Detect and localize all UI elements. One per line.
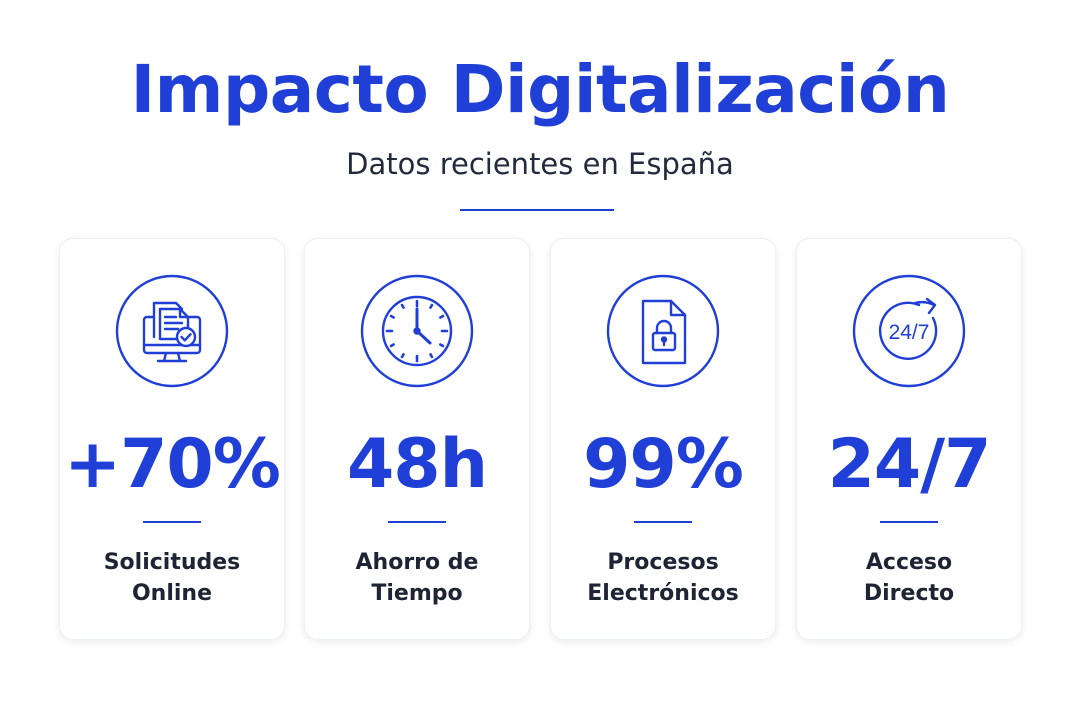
stat-label-line2: Electrónicos <box>587 581 739 606</box>
stat-label-line2: Tiempo <box>371 581 463 606</box>
stat-label: Procesos Electrónicos <box>551 547 775 609</box>
stat-value: 24/7 <box>827 425 992 504</box>
page-subtitle: Datos recientes en España <box>346 147 734 181</box>
stat-label: Solicitudes Online <box>60 547 284 609</box>
stat-value: 99% <box>583 425 744 504</box>
stat-label-line2: Directo <box>863 581 955 606</box>
computer-document-check-icon <box>114 273 230 389</box>
stat-label-line1: Procesos <box>607 550 719 575</box>
stat-card-acceso: 24/7 24/7 Acceso Directo <box>796 238 1022 640</box>
clock-icon <box>359 273 475 389</box>
stat-divider <box>143 521 201 523</box>
stat-value: 48h <box>346 425 488 504</box>
stat-label: Acceso Directo <box>797 547 1021 609</box>
stat-label-line1: Solicitudes <box>103 550 241 575</box>
stat-card-solicitudes: +70% Solicitudes Online <box>59 238 285 640</box>
locked-document-icon <box>605 273 721 389</box>
stat-card-procesos: 99% Procesos Electrónicos <box>550 238 776 640</box>
stat-divider <box>388 521 446 523</box>
stat-card-ahorro: 48h Ahorro de Tiempo <box>304 238 530 640</box>
stat-value: +70% <box>64 425 281 504</box>
icon-text: 24/7 <box>889 321 930 344</box>
page-title: Impacto Digitalización <box>130 51 950 128</box>
stat-divider <box>634 521 692 523</box>
stat-label-line2: Online <box>131 581 213 606</box>
stat-label-line1: Ahorro de <box>355 550 479 575</box>
stat-divider <box>880 521 938 523</box>
availability-24-7-icon: 24/7 <box>851 273 967 389</box>
title-divider <box>460 209 614 211</box>
stat-label: Ahorro de Tiempo <box>305 547 529 609</box>
stat-label-line1: Acceso <box>865 550 953 575</box>
